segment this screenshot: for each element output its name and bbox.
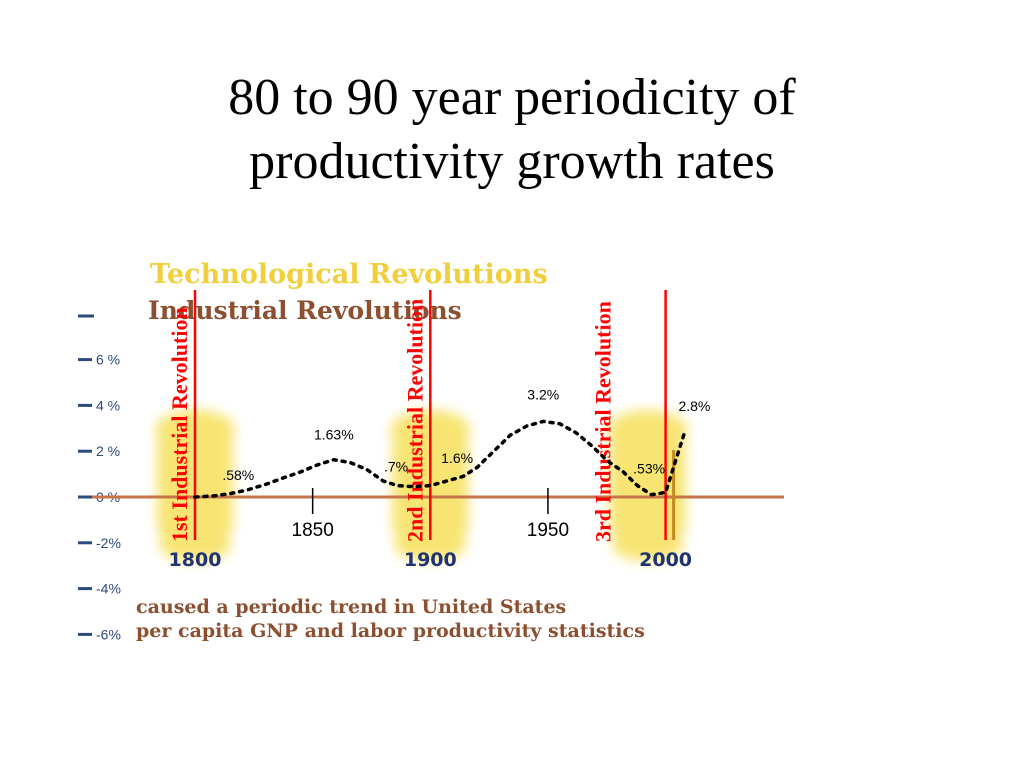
data-label: .58% bbox=[222, 467, 254, 483]
data-label: 1.6% bbox=[441, 450, 473, 466]
heading-industrial-revolutions: Industrial Revolutions bbox=[148, 296, 462, 325]
y-tick-label: 4 % bbox=[96, 397, 120, 413]
caption-line-1: caused a periodic trend in United States bbox=[136, 596, 566, 618]
slide-title: 80 to 90 year periodicity of productivit… bbox=[0, 66, 1024, 194]
revolution-label-3: 3rd Industrial Revolution bbox=[591, 301, 616, 542]
data-labels: .58% 1.63% .7% 1.6% 3.2% .53% 2.8% bbox=[222, 386, 710, 483]
heading-technological-revolutions: Technological Revolutions bbox=[150, 259, 548, 290]
x-tick-label: 1850 bbox=[292, 520, 334, 541]
productivity-growth-line bbox=[193, 419, 687, 499]
revolution-label-2: 2nd Industrial Revolution bbox=[402, 299, 427, 542]
y-tick-label: -2% bbox=[96, 535, 121, 551]
title-line-2: productivity growth rates bbox=[249, 133, 775, 190]
data-label: 3.2% bbox=[527, 386, 559, 402]
title-line-1: 80 to 90 year periodicity of bbox=[228, 69, 796, 126]
x-tick-label: 1800 bbox=[169, 549, 222, 571]
y-tick-label: -6% bbox=[96, 626, 121, 642]
x-tick-label: 1950 bbox=[527, 520, 569, 541]
revolution-highlight-3 bbox=[607, 410, 688, 561]
y-tick-label: -4% bbox=[96, 581, 121, 597]
revolution-label-1: 1st Industrial Revolution bbox=[167, 307, 192, 542]
data-label: .7% bbox=[384, 459, 408, 475]
x-axis: 1800 1850 1900 1950 2000 bbox=[169, 488, 692, 571]
data-label: 2.8% bbox=[678, 398, 710, 414]
x-tick-label: 2000 bbox=[639, 549, 692, 571]
x-tick-label: 1900 bbox=[404, 549, 457, 571]
revolution-markers: 1st Industrial Revolution 2nd Industrial … bbox=[167, 290, 676, 542]
data-label: 1.63% bbox=[314, 427, 354, 443]
y-axis: 6 %4 %2 %0 %-2%-4%-6% bbox=[78, 352, 121, 642]
caption-line-2: per capita GNP and labor productivity st… bbox=[136, 620, 645, 642]
data-label: .53% bbox=[633, 460, 665, 476]
y-tick-label: 6 % bbox=[96, 352, 120, 368]
y-tick-label: 2 % bbox=[96, 443, 120, 459]
